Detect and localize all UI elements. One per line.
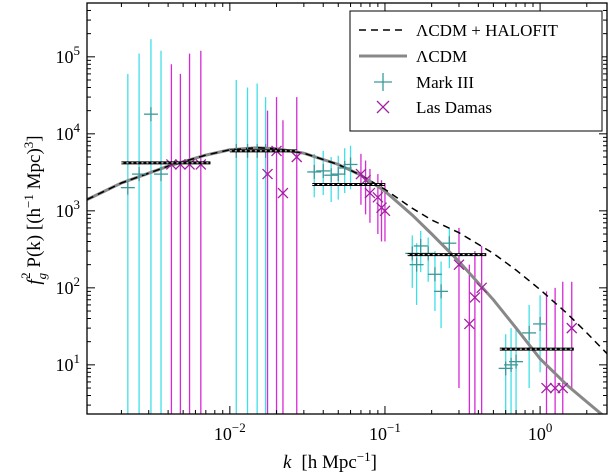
lasdamas-point-diag [184, 159, 196, 170]
y-tick-label: 104 [56, 120, 81, 144]
lasdamas-point-diag [379, 205, 391, 217]
lasdamas-point-diag [364, 187, 376, 199]
legend-mark3-label: Mark III [416, 73, 474, 92]
x-axis-title: k [h Mpc−1] [283, 449, 377, 473]
lasdamas-point-diag [463, 318, 475, 330]
lasdamas-point-diag [262, 168, 274, 180]
y-tick-label: 102 [56, 274, 81, 298]
lasdamas-point-diag [566, 322, 578, 334]
series-layer [87, 39, 607, 414]
x-tick-label: 10−2 [214, 420, 246, 444]
lasdamas-point-diag [195, 159, 207, 170]
legend-mark3-marker [374, 73, 392, 91]
lasdamas-point-diag [355, 168, 367, 180]
y-tick-label: 101 [56, 351, 81, 375]
lasdamas-point-diag [476, 282, 488, 294]
halofit-line [87, 146, 607, 355]
legend-box [349, 10, 603, 132]
plot-frame [86, 2, 608, 415]
x-tick-label: 10−1 [369, 420, 401, 444]
lasdamas-point-diag [453, 259, 465, 271]
y-tick-label: 103 [56, 197, 81, 221]
lasdamas-point-diag [372, 191, 384, 203]
y-axis-title: fg2 P(k) [(h−1 Mpc)3] [18, 135, 49, 284]
ticks-layer [87, 2, 607, 414]
y-tick-label: 105 [56, 43, 81, 67]
lasdamas-point-diag [541, 382, 552, 394]
lasdamas-point-diag [549, 382, 561, 394]
tick-labels: 10−2 10−1 100 101 102 103 104 105 [56, 43, 553, 444]
legend: ΛCDM + HALOFIT ΛCDM Mark III Las Damas [349, 10, 603, 132]
lasdamas-point-diag [291, 151, 303, 163]
legend-lasdamas-marker [376, 100, 390, 114]
legend-halofit-label: ΛCDM + HALOFIT [416, 21, 558, 40]
lasdamas-point-diag [165, 159, 177, 170]
legend-lcdm-label: ΛCDM [416, 47, 467, 66]
lasdamas-point-diag [557, 382, 569, 394]
legend-lasdamas-label: Las Damas [416, 98, 492, 117]
lasdamas-point-diag [469, 292, 481, 303]
lasdamas-point-diag [174, 159, 186, 170]
x-tick-label: 100 [528, 420, 553, 444]
lasdamas-point-diag [277, 187, 289, 199]
